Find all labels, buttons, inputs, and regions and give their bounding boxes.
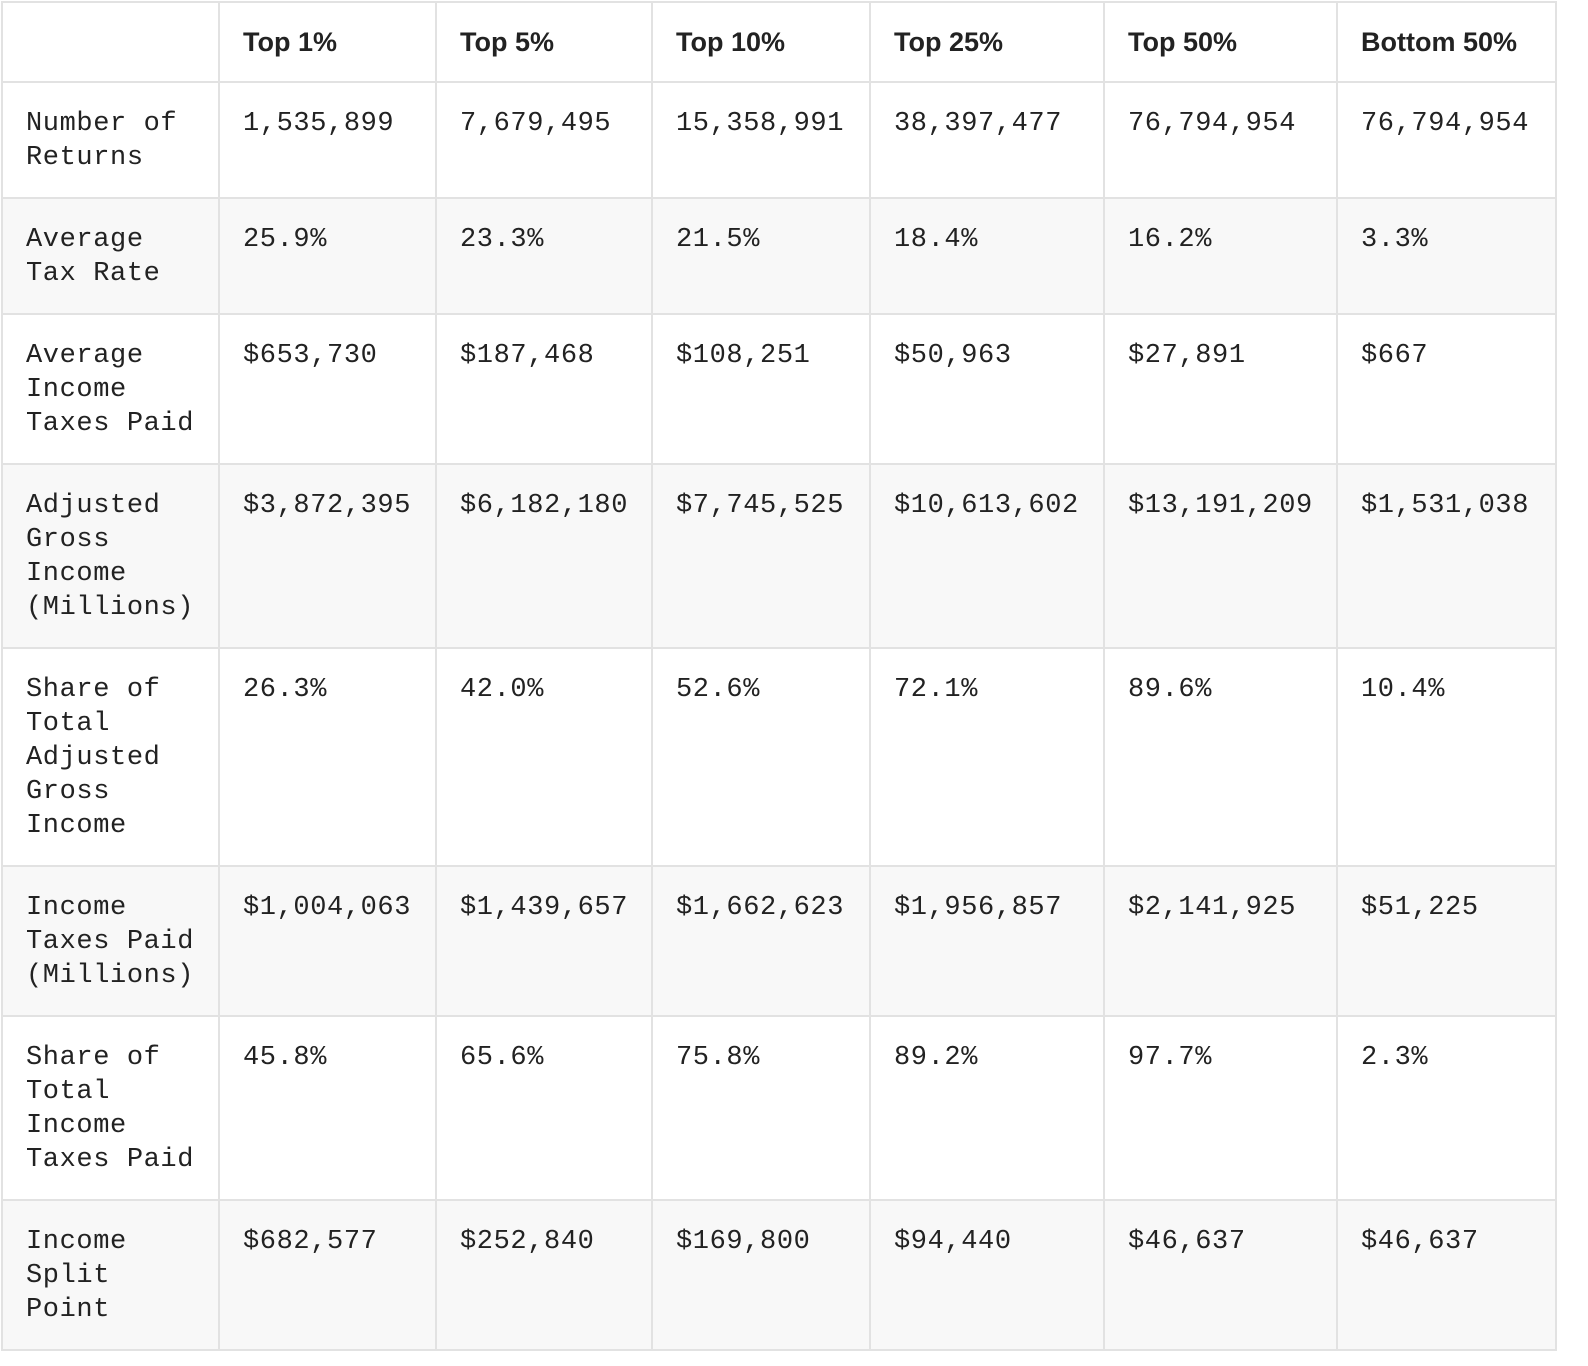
cell: 45.8% (218, 1015, 437, 1201)
cell: 72.1% (869, 647, 1105, 867)
cell: $1,439,657 (435, 865, 653, 1017)
row-label: Share of Total Adjusted Gross Income (1, 647, 220, 867)
corner-cell (1, 1, 220, 83)
cell: $653,730 (218, 313, 437, 465)
row-label: Adjusted Gross Income (Millions) (1, 463, 220, 649)
tax-table: Top 1% Top 5% Top 10% Top 25% Top 50% Bottom … (1, 1, 1557, 1351)
cell: $51,225 (1336, 865, 1557, 1017)
table-row: Number of Returns 1,535,899 7,679,495 15,35… (1, 81, 1557, 199)
cell: $108,251 (651, 313, 871, 465)
cell: $46,637 (1103, 1199, 1338, 1351)
cell: 42.0% (435, 647, 653, 867)
cell: $252,840 (435, 1199, 653, 1351)
cell: 97.7% (1103, 1015, 1338, 1201)
table-body: Number of Returns 1,535,899 7,679,495 15,35… (1, 81, 1557, 1351)
row-label: Income Split Point (1, 1199, 220, 1351)
cell: $187,468 (435, 313, 653, 465)
header-row: Top 1% Top 5% Top 10% Top 25% Top 50% Bottom … (1, 1, 1557, 83)
cell: $3,872,395 (218, 463, 437, 649)
cell: 76,794,954 (1103, 81, 1338, 199)
cell: 21.5% (651, 197, 871, 315)
table-row: Adjusted Gross Income (Millions) $3,872,3… (1, 463, 1557, 649)
table-row: Income Taxes Paid (Millions) $1,004,063 $1… (1, 865, 1557, 1017)
cell: $50,963 (869, 313, 1105, 465)
table-row: Share of Total Adjusted Gross Income 26.3… (1, 647, 1557, 867)
cell: 65.6% (435, 1015, 653, 1201)
cell: 7,679,495 (435, 81, 653, 199)
cell: $27,891 (1103, 313, 1338, 465)
table-row: Average Income Taxes Paid $653,730 $187,46… (1, 313, 1557, 465)
cell: $667 (1336, 313, 1557, 465)
cell: 52.6% (651, 647, 871, 867)
cell: $46,637 (1336, 1199, 1557, 1351)
cell: 89.2% (869, 1015, 1105, 1201)
table-row: Share of Total Income Taxes Paid 45.8% 65.… (1, 1015, 1557, 1201)
cell: 38,397,477 (869, 81, 1105, 199)
column-header: Top 25% (869, 1, 1105, 83)
cell: $1,956,857 (869, 865, 1105, 1017)
cell: 76,794,954 (1336, 81, 1557, 199)
cell: $7,745,525 (651, 463, 871, 649)
cell: $1,662,623 (651, 865, 871, 1017)
cell: 25.9% (218, 197, 437, 315)
cell: $13,191,209 (1103, 463, 1338, 649)
cell: $2,141,925 (1103, 865, 1338, 1017)
cell: 1,535,899 (218, 81, 437, 199)
cell: 89.6% (1103, 647, 1338, 867)
cell: 10.4% (1336, 647, 1557, 867)
cell: 3.3% (1336, 197, 1557, 315)
column-header: Bottom 50% (1336, 1, 1557, 83)
row-label: Average Tax Rate (1, 197, 220, 315)
cell: 15,358,991 (651, 81, 871, 199)
column-header: Top 50% (1103, 1, 1338, 83)
table-row: Income Split Point $682,577 $252,840 $169,8… (1, 1199, 1557, 1351)
row-label: Share of Total Income Taxes Paid (1, 1015, 220, 1201)
cell: 18.4% (869, 197, 1105, 315)
row-label: Average Income Taxes Paid (1, 313, 220, 465)
cell: 2.3% (1336, 1015, 1557, 1201)
cell: $1,004,063 (218, 865, 437, 1017)
cell: $6,182,180 (435, 463, 653, 649)
table-row: Average Tax Rate 25.9% 23.3% 21.5% 18.4% 16.2… (1, 197, 1557, 315)
cell: 16.2% (1103, 197, 1338, 315)
row-label: Income Taxes Paid (Millions) (1, 865, 220, 1017)
cell: $682,577 (218, 1199, 437, 1351)
column-header: Top 10% (651, 1, 871, 83)
cell: $1,531,038 (1336, 463, 1557, 649)
cell: $169,800 (651, 1199, 871, 1351)
row-label: Number of Returns (1, 81, 220, 199)
cell: $10,613,602 (869, 463, 1105, 649)
cell: $94,440 (869, 1199, 1105, 1351)
cell: 75.8% (651, 1015, 871, 1201)
cell: 26.3% (218, 647, 437, 867)
column-header: Top 1% (218, 1, 437, 83)
column-header: Top 5% (435, 1, 653, 83)
cell: 23.3% (435, 197, 653, 315)
